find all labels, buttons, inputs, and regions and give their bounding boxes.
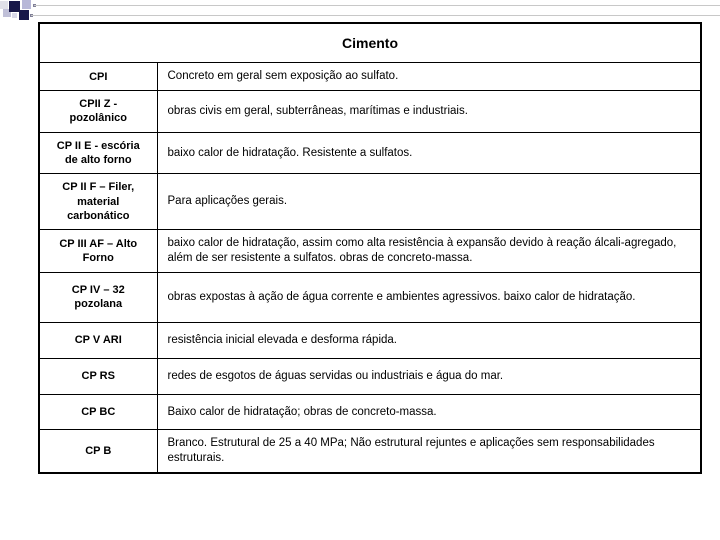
table-row: CP B Branco. Estrutural de 25 a 40 MPa; … [39, 430, 701, 473]
table-row: CP IV – 32 pozolana obras expostas à açã… [39, 273, 701, 323]
cell-type: CPI [39, 63, 157, 91]
cell-desc: baixo calor de hidratação, assim como al… [157, 230, 701, 273]
table-title: Cimento [39, 23, 701, 63]
cement-table-container: Cimento CPI Concreto em geral sem exposi… [38, 22, 702, 474]
cell-type: CP RS [39, 358, 157, 394]
cell-type: CP II F – Filer, material carbonático [39, 174, 157, 230]
cell-desc: baixo calor de hidratação. Resistente a … [157, 132, 701, 174]
cell-desc: redes de esgotos de águas servidas ou in… [157, 358, 701, 394]
cell-type: CP B [39, 430, 157, 473]
cell-type: CP IV – 32 pozolana [39, 273, 157, 323]
cell-desc: Branco. Estrutural de 25 a 40 MPa; Não e… [157, 430, 701, 473]
table-row: CP II F – Filer, material carbonático Pa… [39, 174, 701, 230]
cell-type: CP BC [39, 394, 157, 430]
cell-desc: Para aplicações gerais. [157, 174, 701, 230]
table-row: CP RS redes de esgotos de águas servidas… [39, 358, 701, 394]
cell-desc: Baixo calor de hidratação; obras de conc… [157, 394, 701, 430]
cell-type: CPII Z - pozolânico [39, 91, 157, 133]
table-row: CP V ARI resistência inicial elevada e d… [39, 322, 701, 358]
cell-desc: resistência inicial elevada e desforma r… [157, 322, 701, 358]
table-row: CP BC Baixo calor de hidratação; obras d… [39, 394, 701, 430]
table-row: CPI Concreto em geral sem exposição ao s… [39, 63, 701, 91]
cell-desc: obras expostas à ação de água corrente e… [157, 273, 701, 323]
table-row: CP III AF – Alto Forno baixo calor de hi… [39, 230, 701, 273]
cell-desc: Concreto em geral sem exposição ao sulfa… [157, 63, 701, 91]
cement-table: Cimento CPI Concreto em geral sem exposi… [38, 22, 702, 474]
corner-decoration [0, 0, 55, 22]
table-row: CPII Z - pozolânico obras civis em geral… [39, 91, 701, 133]
cell-type: CP II E - escória de alto forno [39, 132, 157, 174]
cell-type: CP III AF – Alto Forno [39, 230, 157, 273]
cell-desc: obras civis em geral, subterrâneas, marí… [157, 91, 701, 133]
cell-type: CP V ARI [39, 322, 157, 358]
table-row: CP II E - escória de alto forno baixo ca… [39, 132, 701, 174]
